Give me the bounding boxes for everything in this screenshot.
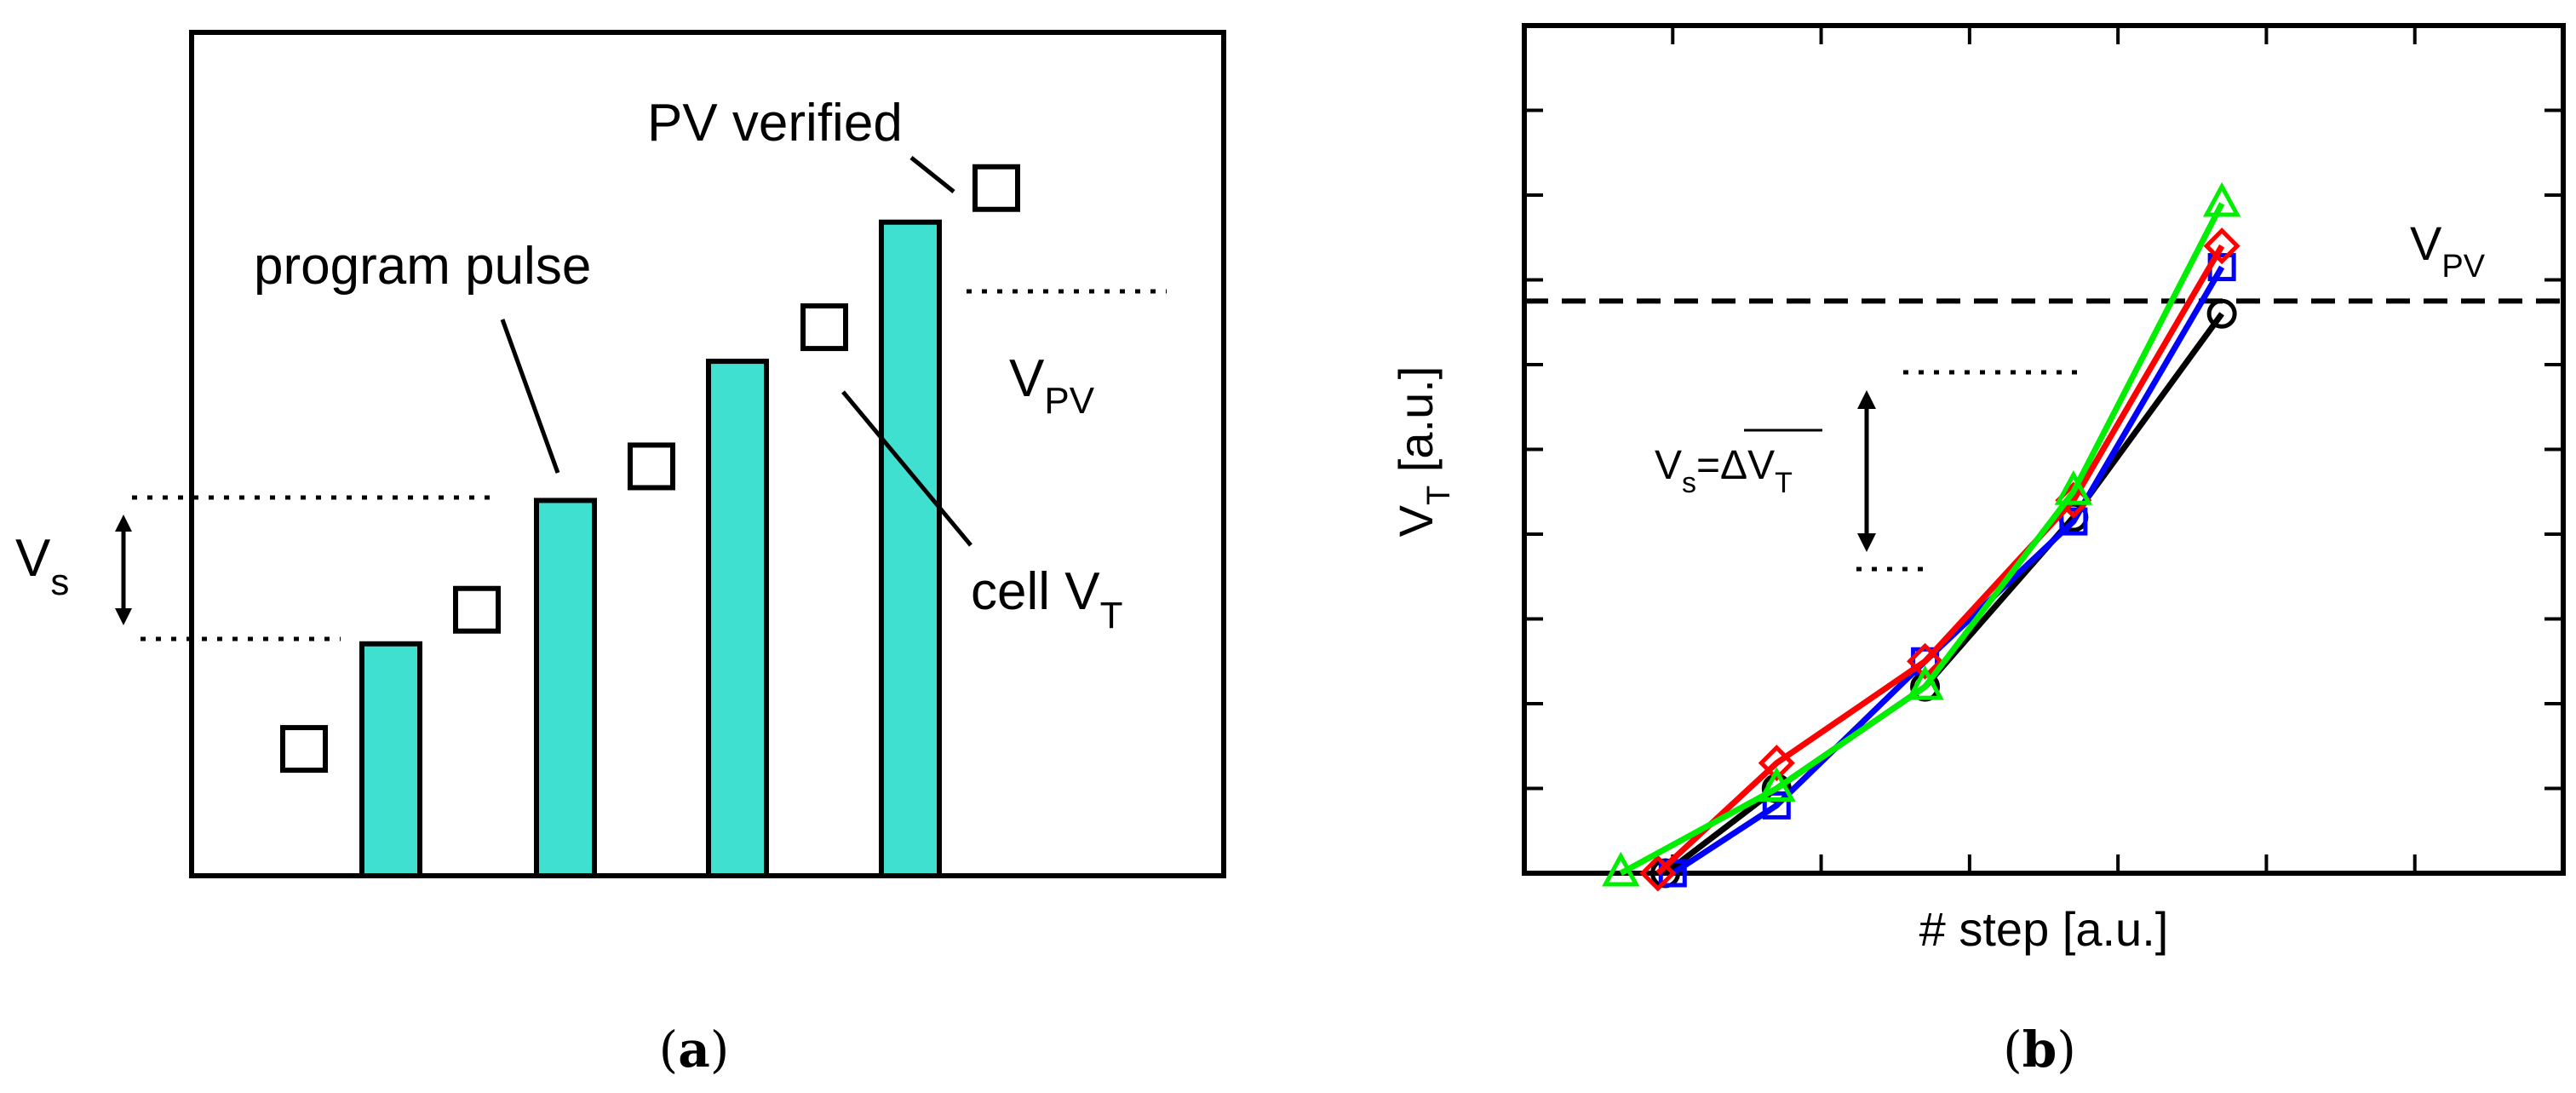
series-marker-square (2059, 507, 2088, 536)
program-pulse-bar (534, 498, 597, 878)
series-marker-diamond (2203, 227, 2240, 265)
program-pulse-bar (879, 219, 942, 878)
panel-a-caption: (a) (659, 1021, 730, 1079)
cell-vt-label: cell VT (971, 562, 1123, 636)
cell-vt-leader (841, 390, 972, 547)
series-marker-triangle (1906, 664, 1944, 700)
pv-verified-label: PV verified (647, 94, 903, 152)
cell-vt-marker (628, 442, 675, 491)
panel-b: VPV Vs=ΔVT # step [a.u.] VT [a.u.] (b) (1389, 23, 2566, 1079)
program-pulse-label: program pulse (254, 237, 591, 296)
pv-verified-leader (909, 156, 955, 193)
y-axis-label: VT [a.u.] (1389, 366, 1457, 538)
cell-vt-markers (280, 164, 1020, 774)
series-marker-triangle (1758, 767, 1796, 802)
series-marker-diamond (1758, 745, 1795, 782)
series-line-diamond (1655, 244, 2225, 876)
cell-vt-marker (280, 725, 328, 774)
program-pulse-bar (706, 359, 769, 879)
vs-delta-vt-label: Vs=ΔVT (1655, 443, 1793, 499)
program-pulse-bars (359, 219, 942, 879)
cell-vt-marker (453, 585, 501, 634)
vt-series (1602, 181, 2241, 892)
vs-label: Vs (15, 529, 69, 603)
panel-b-caption: (b) (2003, 1021, 2076, 1079)
vs-b-arrow (1857, 390, 1876, 552)
vpv-threshold-label: VPV (2410, 216, 2486, 285)
vpv-label: VPV (1009, 349, 1095, 422)
vs-arrow (115, 515, 132, 625)
series-marker-diamond (1907, 642, 1944, 680)
series-marker-circle (2206, 298, 2237, 329)
series-marker-square (1762, 791, 1791, 820)
series-line-triangle (1619, 202, 2225, 877)
panel-a: Vs VPV PV verified program pulse cell VT… (15, 30, 1226, 1079)
cell-vt-marker (972, 164, 1020, 212)
program-pulse-bar (359, 641, 422, 878)
series-marker-triangle (1602, 851, 1640, 887)
series-marker-triangle (2202, 181, 2241, 217)
series-marker-triangle (2054, 470, 2093, 505)
series-marker-diamond (1639, 854, 1677, 892)
x-axis-label: # step [a.u.] (1919, 902, 2169, 956)
cell-vt-marker (800, 303, 848, 352)
program-pulse-leader (500, 319, 560, 474)
